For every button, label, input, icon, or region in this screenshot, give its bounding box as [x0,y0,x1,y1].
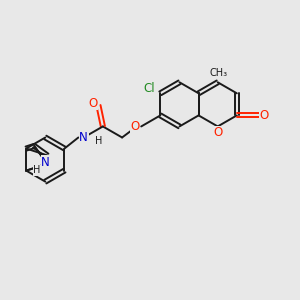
Text: O: O [213,126,222,140]
Text: H: H [33,165,40,175]
Text: O: O [130,120,140,133]
Text: O: O [260,109,269,122]
Text: N: N [79,131,88,144]
Text: CH₃: CH₃ [209,68,228,78]
Text: O: O [88,97,97,110]
Text: Cl: Cl [143,82,155,94]
Text: H: H [95,136,103,146]
Text: N: N [41,156,50,169]
